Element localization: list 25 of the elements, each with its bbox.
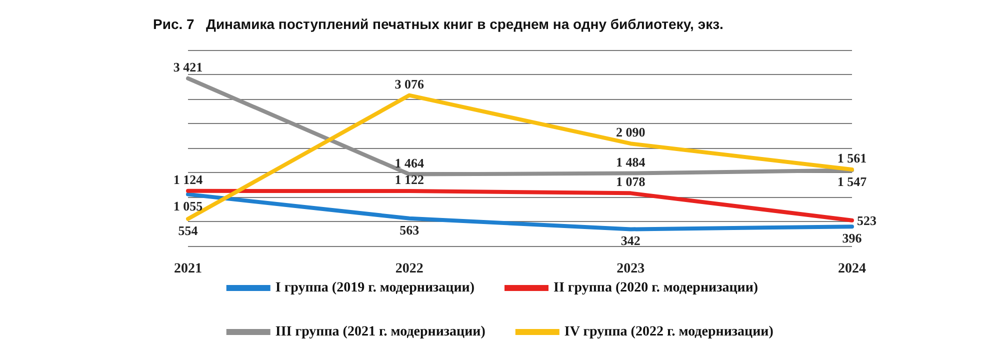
data-label: 523 <box>857 212 877 228</box>
data-label: 1 078 <box>616 174 646 190</box>
legend-label: II группа (2020 г. модернизации) <box>553 280 758 296</box>
data-label: 396 <box>842 230 862 246</box>
x-tick-label: 2024 <box>838 262 866 276</box>
x-tick-label: 2022 <box>395 262 424 276</box>
legend-label: I группа (2019 г. модернизации) <box>275 280 475 296</box>
data-label: 1 122 <box>394 172 424 188</box>
x-tick-label: 2021 <box>174 262 202 276</box>
x-tick-label: 2023 <box>616 262 645 276</box>
data-label: 563 <box>400 222 420 238</box>
data-label: 1 547 <box>837 174 868 190</box>
data-label: 3 076 <box>394 76 424 92</box>
chart-title: Рис. 7 Динамика поступлений печатных книг в среднем на одну библиотеку, экз. <box>153 16 724 32</box>
legend-label: III группа (2021 г. модернизации) <box>275 324 486 340</box>
data-label: 342 <box>620 233 640 248</box>
data-label: 1 055 <box>173 198 204 214</box>
data-label: 1 484 <box>616 154 646 170</box>
legend-label: IV группа (2022 г. модернизации) <box>564 324 774 340</box>
data-label: 1 124 <box>173 172 204 187</box>
data-label: 554 <box>178 222 198 238</box>
data-label: 1 464 <box>394 155 424 170</box>
data-label: 1 561 <box>837 150 867 166</box>
data-label: 2 090 <box>616 124 646 140</box>
data-label: 3 421 <box>173 59 203 74</box>
